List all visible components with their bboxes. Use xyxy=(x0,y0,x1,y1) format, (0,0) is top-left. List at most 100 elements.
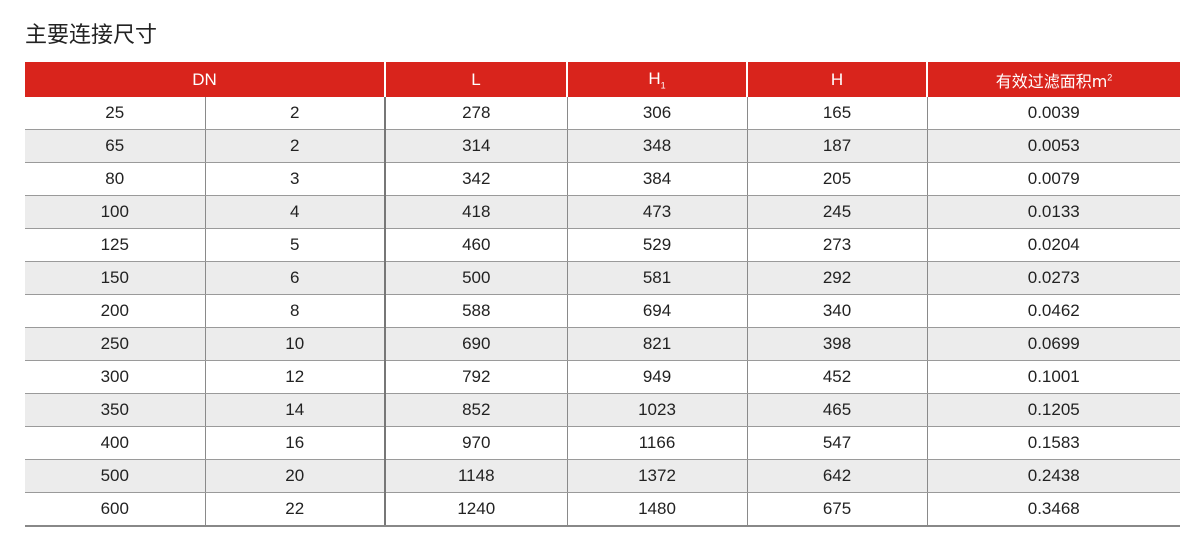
cell-dn: 125 xyxy=(25,228,205,262)
table-row: 350 14 852 1023 465 0.1205 xyxy=(25,393,1180,427)
cell-size: 6 xyxy=(204,261,385,295)
cell-dn: 100 xyxy=(25,195,205,229)
table-row: 150 6 500 581 292 0.0273 xyxy=(25,261,1180,295)
cell-area: 0.0079 xyxy=(926,162,1180,196)
cell-h: 547 xyxy=(746,426,927,460)
table-row: 100 4 418 473 245 0.0133 xyxy=(25,195,1180,229)
cell-size: 5 xyxy=(204,228,385,262)
cell-h: 340 xyxy=(746,294,927,328)
table-row: 200 8 588 694 340 0.0462 xyxy=(25,294,1180,328)
cell-size: 4 xyxy=(204,195,385,229)
cell-dn: 200 xyxy=(25,294,205,328)
cell-dn: 300 xyxy=(25,360,205,394)
cell-l: 1240 xyxy=(384,492,567,527)
cell-h: 675 xyxy=(746,492,927,527)
cell-l: 460 xyxy=(384,228,567,262)
cell-h1: 821 xyxy=(566,327,747,361)
cell-h: 205 xyxy=(746,162,927,196)
table-row: 400 16 970 1166 547 0.1583 xyxy=(25,426,1180,460)
cell-h: 245 xyxy=(746,195,927,229)
cell-dn: 600 xyxy=(25,492,205,527)
cell-h1: 581 xyxy=(566,261,747,295)
cell-h1: 1480 xyxy=(566,492,747,527)
header-area: 有效过滤面积m2 xyxy=(926,62,1180,97)
cell-size: 8 xyxy=(204,294,385,328)
table-row: 125 5 460 529 273 0.0204 xyxy=(25,228,1180,262)
table-row: 600 22 1240 1480 675 0.3468 xyxy=(25,492,1180,527)
cell-area: 0.2438 xyxy=(926,459,1180,493)
cell-h1: 348 xyxy=(566,129,747,163)
cell-l: 970 xyxy=(384,426,567,460)
cell-dn: 25 xyxy=(25,97,205,130)
cell-l: 314 xyxy=(384,129,567,163)
cell-dn: 250 xyxy=(25,327,205,361)
cell-size: 22 xyxy=(204,492,385,527)
cell-l: 792 xyxy=(384,360,567,394)
cell-size: 14 xyxy=(204,393,385,427)
table-row: 80 3 342 384 205 0.0079 xyxy=(25,162,1180,196)
cell-size: 12 xyxy=(204,360,385,394)
header-area-label: 有效过滤面积m xyxy=(995,71,1108,91)
cell-size: 2 xyxy=(204,97,385,130)
cell-h: 292 xyxy=(746,261,927,295)
cell-area: 0.0133 xyxy=(926,195,1180,229)
cell-l: 1148 xyxy=(384,459,567,493)
cell-h1: 529 xyxy=(566,228,747,262)
cell-h1: 1166 xyxy=(566,426,747,460)
cell-h: 165 xyxy=(746,97,927,130)
cell-size: 10 xyxy=(204,327,385,361)
header-h1-base: H xyxy=(648,68,661,88)
cell-size: 3 xyxy=(204,162,385,196)
cell-h1: 473 xyxy=(566,195,747,229)
cell-h1: 1023 xyxy=(566,393,747,427)
cell-h: 273 xyxy=(746,228,927,262)
page-title: 主要连接尺寸 xyxy=(25,23,158,48)
header-l: L xyxy=(384,62,567,97)
header-dn: DN xyxy=(25,62,385,97)
cell-l: 342 xyxy=(384,162,567,196)
cell-area: 0.3468 xyxy=(926,492,1180,527)
cell-l: 588 xyxy=(384,294,567,328)
cell-dn: 350 xyxy=(25,393,205,427)
cell-h: 642 xyxy=(746,459,927,493)
cell-area: 0.1583 xyxy=(926,426,1180,460)
table-header-row: DN L H1 H 有效过滤面积m2 xyxy=(25,62,1180,97)
cell-h: 398 xyxy=(746,327,927,361)
cell-l: 418 xyxy=(384,195,567,229)
cell-h1: 1372 xyxy=(566,459,747,493)
header-h1-sub: 1 xyxy=(660,80,666,91)
cell-size: 16 xyxy=(204,426,385,460)
cell-h: 187 xyxy=(746,129,927,163)
header-h: H xyxy=(746,62,927,97)
cell-dn: 150 xyxy=(25,261,205,295)
cell-area: 0.1205 xyxy=(926,393,1180,427)
cell-size: 20 xyxy=(204,459,385,493)
cell-dn: 400 xyxy=(25,426,205,460)
cell-dn: 65 xyxy=(25,129,205,163)
cell-l: 852 xyxy=(384,393,567,427)
table-row: 500 20 1148 1372 642 0.2438 xyxy=(25,459,1180,493)
cell-h1: 694 xyxy=(566,294,747,328)
table-row: 25 2 278 306 165 0.0039 xyxy=(25,97,1180,130)
cell-area: 0.0273 xyxy=(926,261,1180,295)
cell-area: 0.0204 xyxy=(926,228,1180,262)
cell-h1: 949 xyxy=(566,360,747,394)
cell-h1: 384 xyxy=(566,162,747,196)
cell-size: 2 xyxy=(204,129,385,163)
table-row: 65 2 314 348 187 0.0053 xyxy=(25,129,1180,163)
cell-h1: 306 xyxy=(566,97,747,130)
header-area-sup: 2 xyxy=(1107,71,1113,82)
table-row: 300 12 792 949 452 0.1001 xyxy=(25,360,1180,394)
cell-area: 0.0462 xyxy=(926,294,1180,328)
cell-dn: 80 xyxy=(25,162,205,196)
cell-h: 452 xyxy=(746,360,927,394)
cell-l: 500 xyxy=(384,261,567,295)
cell-l: 278 xyxy=(384,97,567,130)
cell-h: 465 xyxy=(746,393,927,427)
cell-area: 0.0053 xyxy=(926,129,1180,163)
cell-dn: 500 xyxy=(25,459,205,493)
dimensions-table: DN L H1 H 有效过滤面积m2 25 2 278 306 165 0.0039 65 2… xyxy=(25,62,1180,527)
table-row: 250 10 690 821 398 0.0699 xyxy=(25,327,1180,361)
cell-area: 0.1001 xyxy=(926,360,1180,394)
cell-l: 690 xyxy=(384,327,567,361)
